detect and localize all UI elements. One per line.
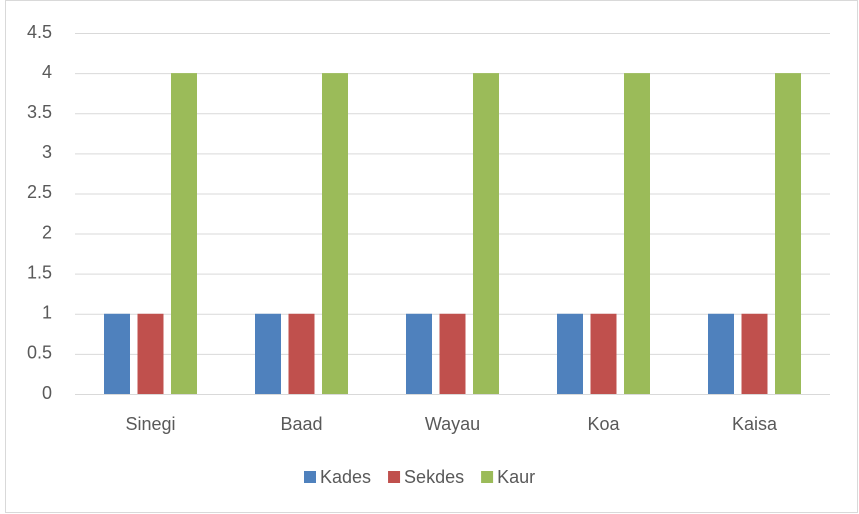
y-tick-label: 1	[42, 303, 52, 323]
legend-swatch	[481, 471, 494, 483]
y-tick-label: 4.5	[27, 22, 52, 42]
bar	[624, 73, 650, 394]
y-tick-label: 3	[42, 142, 52, 162]
bar	[406, 313, 432, 394]
bar	[439, 313, 466, 394]
y-tick-label: 1.5	[27, 262, 52, 282]
legend-swatch	[304, 471, 316, 483]
legend-label: Kades	[320, 467, 371, 487]
bar	[104, 313, 130, 394]
x-tick-label: Baad	[280, 414, 322, 434]
y-tick-label: 4	[42, 62, 52, 82]
y-tick-label: 3.5	[27, 102, 52, 122]
y-tick-label: 0	[42, 383, 52, 403]
x-tick-label: Kaisa	[732, 414, 778, 434]
y-tick-label: 2.5	[27, 182, 52, 202]
bar	[322, 73, 348, 394]
bar	[288, 313, 315, 394]
bar	[557, 313, 583, 394]
bar	[708, 313, 734, 394]
bar	[775, 73, 801, 394]
y-tick-label: 2	[42, 222, 52, 242]
y-tick-label: 0.5	[27, 343, 52, 363]
bar	[473, 73, 499, 394]
x-tick-label: Koa	[587, 414, 620, 434]
legend-label: Sekdes	[404, 467, 464, 487]
bar	[741, 313, 768, 394]
bar	[171, 73, 197, 394]
x-tick-label: Sinegi	[125, 414, 175, 434]
bar	[137, 313, 164, 394]
bar	[255, 313, 281, 394]
bar	[590, 313, 617, 394]
legend-swatch	[388, 471, 401, 483]
x-tick-label: Wayau	[425, 414, 480, 434]
legend-label: Kaur	[497, 467, 535, 487]
chart-border	[5, 0, 858, 513]
